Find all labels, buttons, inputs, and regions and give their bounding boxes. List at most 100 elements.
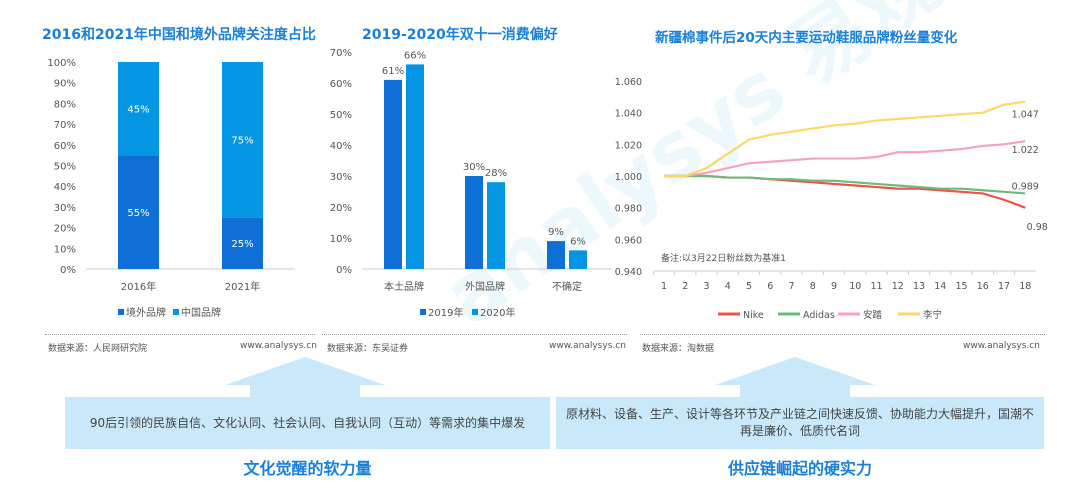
y-tick-label: 0% [60,265,76,276]
x-tick-label: 14 [934,281,946,292]
y-tick-label: 0% [336,265,352,276]
series-line-安踏 [664,140,1026,178]
source-label: 数据来源：淘数据 [642,344,715,354]
x-tick-label: 17 [998,281,1010,292]
legend-swatch [472,309,478,315]
legend-swatch [118,309,124,315]
source-site: www.analysys.cn [240,341,317,351]
bar [569,250,587,269]
legend-label: 境外品牌 [126,306,166,319]
insight-box-supply: 原材料、设备、生产、设计等各环节及产业链之间快速反馈、协助能力大幅提升，国潮不再… [556,397,1044,449]
x-tick-label: 外国品牌 [465,280,505,293]
bar [384,79,402,270]
chart-note: 备注:以3月22日粉丝数为基准1 [661,252,786,264]
caption-culture: 文化觉醒的软力量 [243,459,372,478]
y-tick-label: 40% [330,141,352,152]
x-tick-label: 10 [849,281,861,292]
y-tick-label: 30% [330,172,352,183]
end-label: 1.022 [1012,145,1039,156]
chart1-title: 2016和2021年中国和境外品牌关注度占比 [42,27,316,43]
x-tick-label: 4 [725,281,731,292]
y-tick-label: 70% [330,48,352,59]
y-tick-label: 60% [54,141,76,152]
x-tick-label: 1 [661,281,667,292]
bar-segment [118,62,159,156]
divider [640,334,1045,335]
caption-supply: 供应链崛起的硬实力 [727,459,872,478]
y-tick-label: 50% [54,162,76,173]
data-label: 28% [485,168,507,179]
source-label: 数据来源：人民网研究院 [48,344,148,354]
legend-label: 李宁 [923,309,942,321]
series-line-李宁 [664,100,1026,178]
y-tick-label: 20% [330,203,352,214]
legend-label: Nike [743,310,764,321]
y-tick-label: 1.000 [615,172,642,183]
data-label: 30% [463,162,485,173]
divider [322,334,627,335]
data-label: 55% [127,208,149,219]
data-label: 45% [127,105,149,116]
y-tick-label: 0.980 [615,204,642,215]
data-label: 25% [231,239,253,250]
x-tick-label: 9 [831,281,837,292]
data-label: 66% [404,50,426,61]
divider [45,334,315,335]
y-tick-label: 90% [54,79,76,90]
bar [465,176,483,269]
data-label: 75% [231,136,253,147]
x-tick-label: 15 [955,281,967,292]
x-tick-label: 18 [1019,281,1031,292]
y-tick-label: 10% [54,244,76,255]
x-tick-label: 6 [767,281,773,292]
up-arrow-icon [225,357,385,397]
source-label: 数据来源：东吴证券 [327,344,409,354]
x-tick-label: 7 [788,281,794,292]
chart3-title: 新疆棉事件后20天内主要运动鞋服品牌粉丝量变化 [655,30,958,46]
x-tick-label: 2021年 [225,280,260,293]
data-label: 9% [548,227,564,238]
legend-label: Adidas [803,310,835,321]
y-tick-label: 1.040 [615,109,642,120]
y-tick-label: 30% [54,203,76,214]
x-tick-label: 5 [746,281,752,292]
x-tick-label: 12 [892,281,904,292]
y-tick-label: 60% [330,79,352,90]
legend-label: 安踏 [863,309,883,321]
bar [487,182,505,269]
x-tick-label: 3 [703,281,709,292]
y-tick-label: 40% [54,182,76,193]
y-tick-label: 10% [330,234,352,245]
x-tick-label: 8 [810,281,816,292]
x-tick-label: 11 [870,281,882,292]
up-arrows [225,357,875,397]
y-tick-label: 80% [54,99,76,110]
end-label: 1.047 [1012,110,1039,121]
end-label: 0.98 [1027,222,1048,233]
y-tick-label: 1.020 [615,140,642,151]
y-tick-label: 100% [47,58,76,69]
source-site: www.analysys.cn [549,341,626,351]
data-label: 6% [570,236,586,247]
charts-canvas: analysys 易观分析0%10%20%30%40%50%60%70%80%9… [47,0,1080,330]
end-label: 0.989 [1012,181,1039,192]
legend-swatch [173,309,179,315]
data-label: 61% [382,66,404,77]
insight-box-culture: 90后引领的民族自信、文化认同、社会认同、自我认同（互动）等需求的集中爆发 [65,397,550,449]
x-tick-label: 不确定 [552,280,582,293]
source-site: www.analysys.cn [963,341,1040,351]
series-line-Adidas [664,174,1026,195]
bar-segment [222,217,263,269]
up-arrow-icon [715,357,875,397]
y-tick-label: 20% [54,224,76,235]
y-tick-label: 0.960 [615,235,642,246]
chart2-title: 2019-2020年双十一消费偏好 [362,27,558,43]
legend-label: 2020年 [480,306,515,319]
x-tick-label: 16 [977,281,989,292]
bar-segment [118,155,159,269]
x-tick-label: 2 [682,281,688,292]
bar [406,64,424,270]
x-tick-label: 13 [913,281,925,292]
y-tick-label: 1.060 [615,77,642,88]
y-tick-label: 0.940 [615,267,642,278]
